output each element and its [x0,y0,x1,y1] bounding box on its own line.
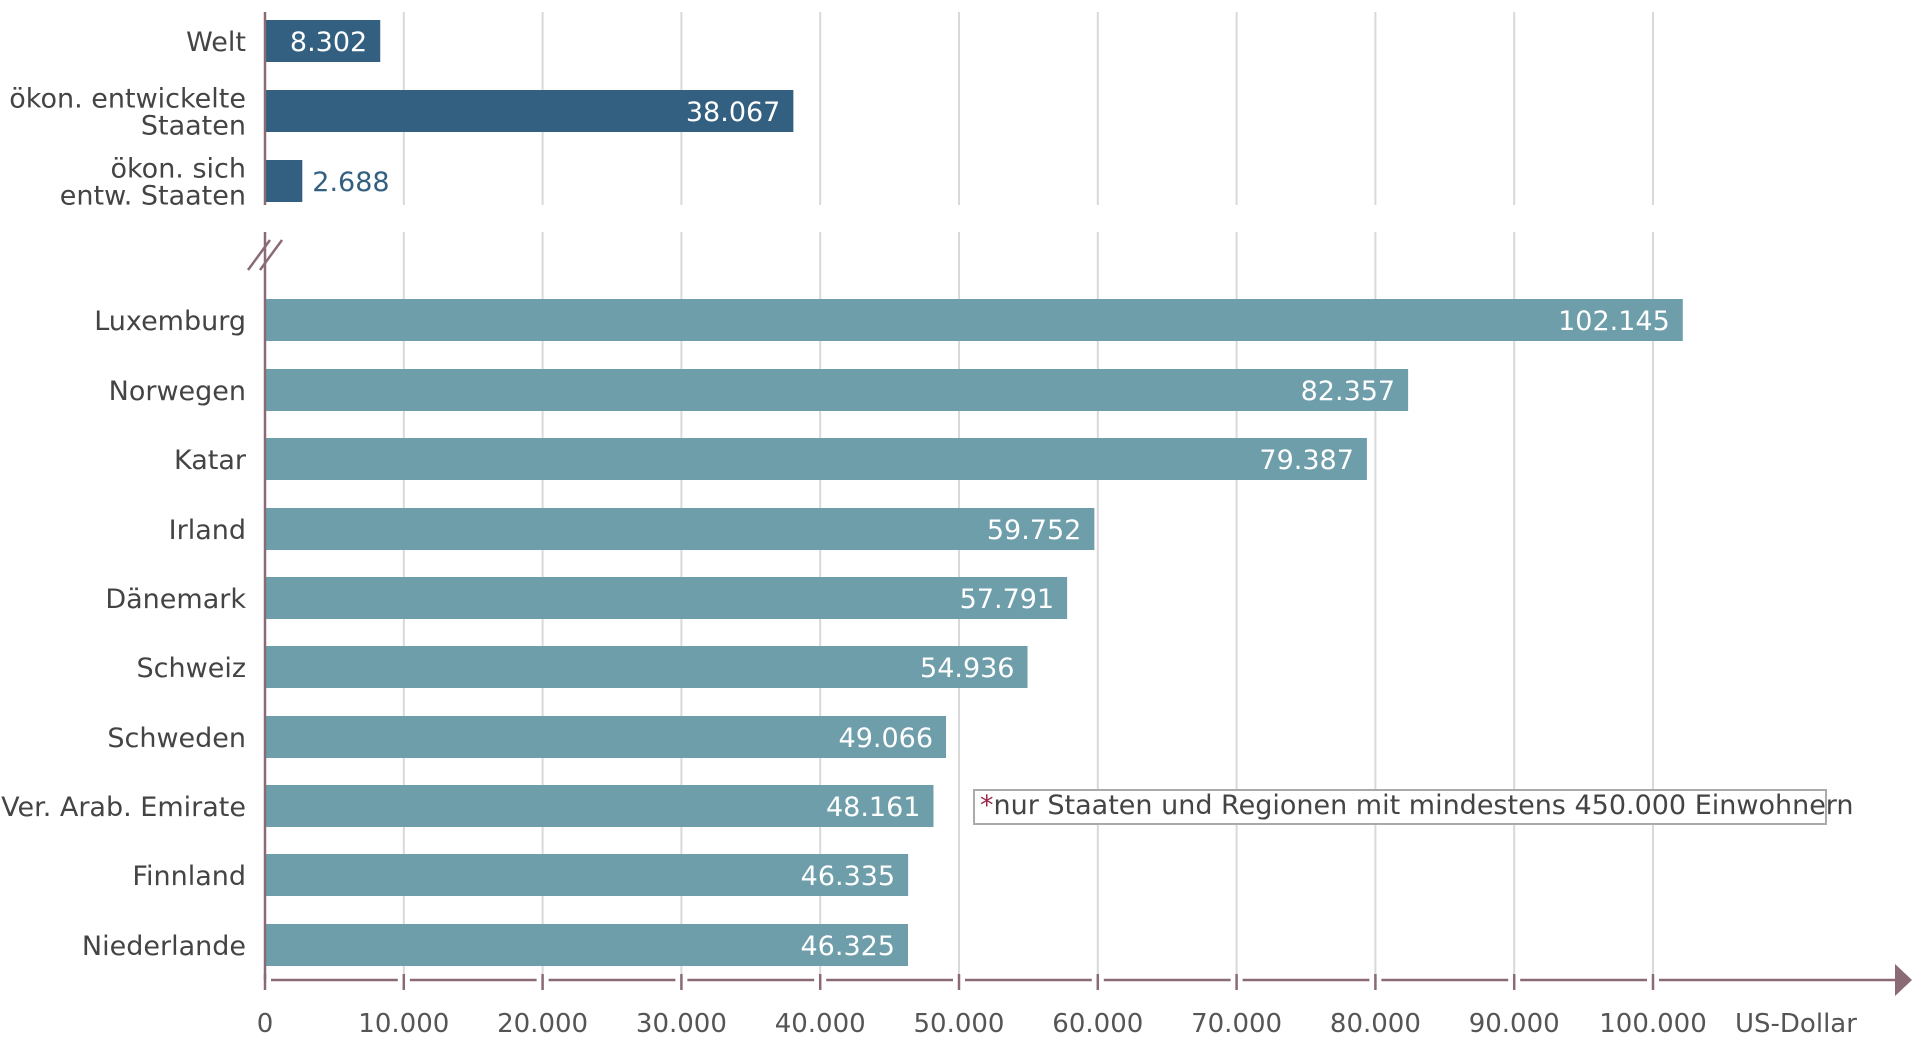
data-label: 46.335 [801,861,895,892]
data-label: 54.936 [920,653,1014,684]
bar [265,90,794,132]
axis-break-mark [258,239,284,271]
category-label: ökon. sich [110,154,246,185]
axis-break-mark [246,239,272,271]
category-label: Norwegen [109,376,246,407]
footnote-marker: * [980,790,994,821]
x-axis-tick-labels: 0 10.000 20.000 30.000 40.000 50.000 60.000 70.… [257,1009,1707,1039]
x-tick-label: 90.000 [1469,1009,1560,1039]
bar [265,369,1409,411]
bar [265,785,934,827]
category-label: Katar [174,445,247,476]
category-label: Niederlande [82,931,246,962]
x-tick-label: 10.000 [358,1009,449,1039]
x-tick-label: 80.000 [1330,1009,1421,1039]
category-label: entw. Staaten [60,181,246,212]
data-label: 48.161 [826,792,920,823]
data-label: 59.752 [987,515,1081,546]
category-label: Schweden [107,723,246,754]
unit-label: US-Dollar [1735,1009,1857,1039]
bar [265,716,947,758]
category-label: ökon. entwickelte [9,84,246,115]
axes [246,12,1912,996]
data-label: 57.791 [960,584,1054,615]
bar [265,508,1095,550]
bar [265,646,1028,688]
category-label: Staaten [141,111,246,142]
bars: 8.302 38.067 2.688 102.145 82.357 79.387 59.75… [265,20,1683,966]
data-label: 82.357 [1301,376,1395,407]
grid-lines [402,12,1654,974]
x-axis-arrowhead [1895,964,1912,996]
x-tick-label: 70.000 [1191,1009,1282,1039]
x-tick-label: 40.000 [775,1009,866,1039]
data-label: 8.302 [290,27,367,58]
bar [265,854,909,896]
x-tick-label: 0 [257,1009,274,1039]
category-label: Luxemburg [94,306,246,337]
category-label: Dänemark [105,584,246,615]
bar [265,299,1683,341]
data-label: 46.325 [801,931,895,962]
data-label: 2.688 [312,167,389,198]
footnote-box: *nur Staaten und Regionen mit mindestens… [973,789,1854,825]
x-tick-label: 30.000 [636,1009,727,1039]
category-label: Irland [169,515,246,546]
category-label: Ver. Arab. Emirate [1,792,246,823]
data-label: 49.066 [839,723,933,754]
footnote-text: *nur Staaten und Regionen mit mindestens… [980,790,1854,821]
x-tick-label: 60.000 [1052,1009,1143,1039]
x-tick-label: 50.000 [914,1009,1005,1039]
data-label: 38.067 [686,97,780,128]
bar [265,438,1367,480]
footnote-body: nur Staaten und Regionen mit mindestens … [994,790,1854,821]
category-label: Finnland [132,861,246,892]
bar [265,160,303,202]
bar [265,577,1068,619]
bar [265,20,381,62]
data-label: 102.145 [1558,306,1670,337]
x-tick-label: 20.000 [497,1009,588,1039]
bar [265,924,908,966]
category-label: Schweiz [137,653,246,684]
category-label: Welt [186,27,246,58]
footnote-border [973,789,1827,825]
data-label: 79.387 [1259,445,1353,476]
x-tick-label: 100.000 [1599,1009,1707,1039]
